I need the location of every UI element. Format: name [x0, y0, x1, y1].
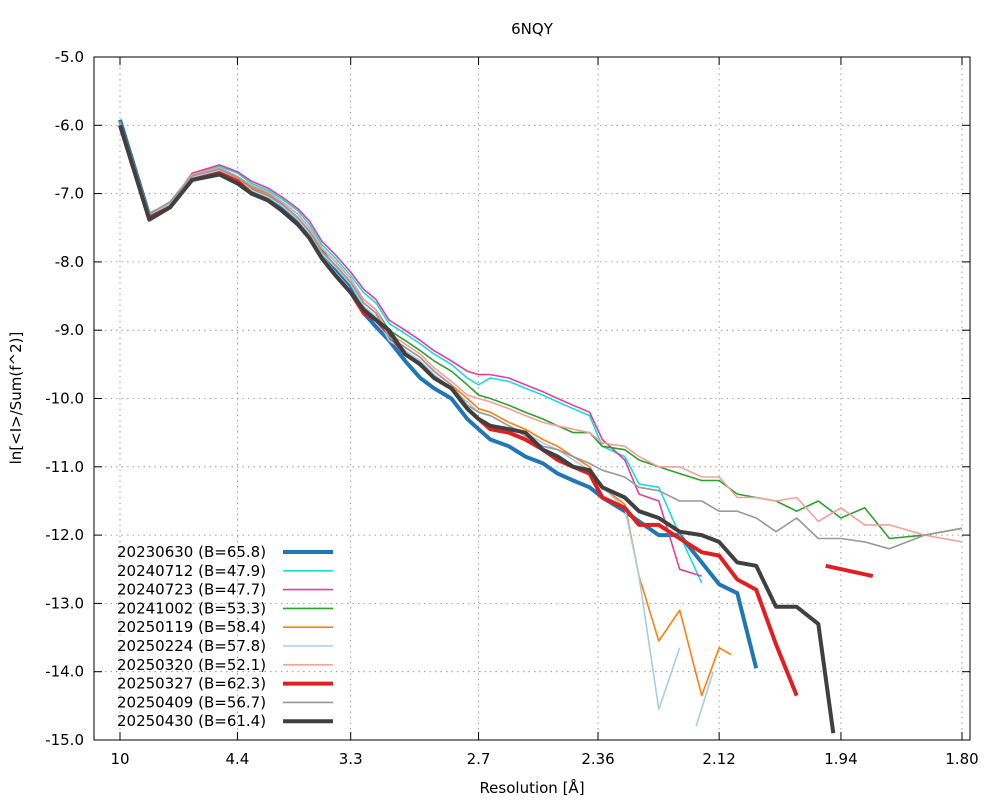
x-tick-label: 10	[110, 750, 129, 768]
y-tick-label: -8.0	[55, 253, 84, 271]
axis-ticks: -15.0 -14.0 -13.0 -12.0 -11.0 -10.0 -9.0 -8.0 -7…	[45, 48, 979, 768]
x-axis-title: Resolution [Å]	[479, 778, 584, 797]
y-tick-label: -10.0	[45, 390, 84, 408]
legend-label: 20230630 (B=65.8)	[117, 543, 266, 561]
series-line-20240723	[119, 121, 702, 577]
x-tick-label: 2.12	[702, 750, 735, 768]
y-tick-label: -6.0	[55, 116, 84, 134]
series-layer	[118, 119, 963, 734]
y-axis-title: ln[<I>/Sum(f^2)]	[7, 332, 25, 465]
x-tick-label: 2.36	[581, 750, 614, 768]
legend-label: 20250224 (B=57.8)	[117, 637, 266, 655]
y-tick-label: -13.0	[45, 594, 84, 612]
legend-label: 20250327 (B=62.3)	[117, 675, 266, 693]
x-tick-label: 1.80	[945, 750, 978, 768]
x-tick-label: 2.7	[467, 750, 491, 768]
y-tick-label: -14.0	[45, 663, 84, 681]
legend-label: 20250430 (B=61.4)	[117, 712, 266, 730]
chart-title: 6NQY	[511, 20, 554, 38]
series-line-20240712	[119, 121, 703, 584]
y-tick-label: -11.0	[45, 458, 84, 476]
legend-label: 20250320 (B=52.1)	[117, 656, 266, 674]
x-tick-label: 3.3	[339, 750, 363, 768]
y-tick-label: -12.0	[45, 526, 84, 544]
legend-label: 20250119 (B=58.4)	[117, 618, 266, 636]
legend: 20230630 (B=65.8)20240712 (B=47.9)202407…	[117, 543, 333, 730]
y-tick-label: -7.0	[55, 185, 84, 203]
series-line-20250409	[119, 121, 963, 550]
y-tick-label: -15.0	[45, 731, 84, 749]
legend-label: 20241002 (B=53.3)	[117, 599, 266, 617]
legend-label: 20250409 (B=56.7)	[117, 693, 266, 711]
series-line-20250320	[119, 121, 963, 543]
y-tick-label: -9.0	[55, 321, 84, 339]
series-line-20250430	[118, 124, 836, 734]
legend-label: 20240723 (B=47.7)	[117, 581, 266, 599]
legend-label: 20240712 (B=47.9)	[117, 562, 266, 580]
x-tick-label: 1.94	[824, 750, 857, 768]
y-tick-label: -5.0	[55, 48, 84, 66]
x-tick-label: 4.4	[226, 750, 250, 768]
